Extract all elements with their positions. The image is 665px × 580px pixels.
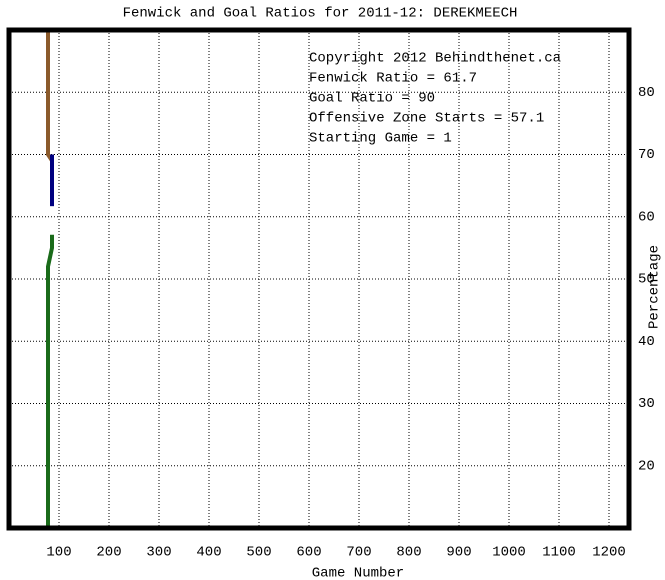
- x-tick-label: 700: [346, 545, 371, 561]
- chart-title: Fenwick and Goal Ratios for 2011-12: DER…: [123, 6, 518, 22]
- x-tick-label: 100: [46, 545, 71, 561]
- x-tick-label: 1200: [592, 545, 626, 561]
- x-tick-label: 400: [196, 545, 221, 561]
- x-tick-label: 300: [146, 545, 171, 561]
- x-tick-label: 800: [396, 545, 421, 561]
- x-tick-label: 1000: [492, 545, 526, 561]
- plot-frame: [6, 27, 632, 531]
- y-tick-label: 40: [638, 334, 655, 350]
- annotation: Fenwick Ratio = 61.7: [309, 71, 477, 87]
- y-tick-label: 30: [638, 396, 655, 412]
- series-line: [46, 30, 54, 162]
- x-tick-label: 900: [446, 545, 471, 561]
- annotation: Goal Ratio = 90: [309, 91, 435, 107]
- annotation: Copyright 2012 Behindthenet.ca: [309, 51, 561, 67]
- annotation: Offensive Zone Starts = 57.1: [309, 111, 544, 127]
- x-tick-label: 200: [96, 545, 121, 561]
- y-tick-label: 80: [638, 85, 655, 101]
- y-tick-label: 60: [638, 209, 655, 225]
- x-tick-label: 600: [296, 545, 321, 561]
- series-line: [46, 234, 54, 528]
- y-axis-label: Percentage: [647, 245, 663, 329]
- x-tick-label: 500: [246, 545, 271, 561]
- y-tick-label: 70: [638, 147, 655, 163]
- y-tick-label: 50: [638, 272, 655, 288]
- x-tick-label: 1100: [542, 545, 576, 561]
- y-tick-label: 20: [638, 458, 655, 474]
- x-axis-label: Game Number: [312, 566, 404, 580]
- annotation: Starting Game = 1: [309, 131, 452, 147]
